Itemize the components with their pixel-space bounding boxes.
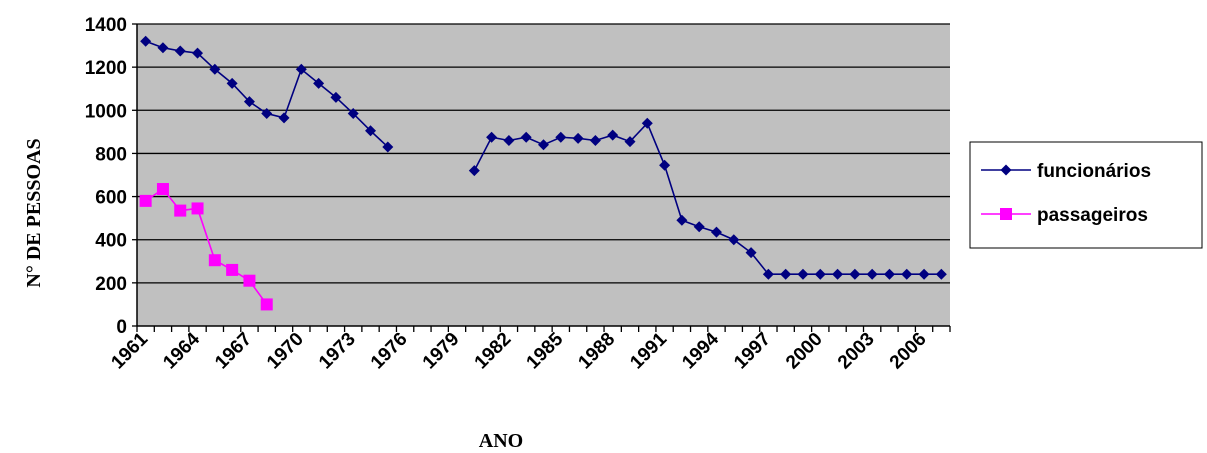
data-point xyxy=(382,141,394,153)
data-point xyxy=(607,129,619,141)
x-tick-label: 1982 xyxy=(471,329,516,374)
y-axis-title: N° DE PESSOAS xyxy=(23,138,45,287)
data-point xyxy=(866,268,878,280)
data-point xyxy=(208,254,221,267)
series-line xyxy=(473,121,942,276)
y-tick-label: 800 xyxy=(95,144,127,165)
data-point xyxy=(157,42,169,54)
data-point xyxy=(261,108,273,120)
data-point xyxy=(555,131,567,143)
data-point xyxy=(641,117,653,129)
data-point xyxy=(883,268,895,280)
data-point xyxy=(295,63,307,75)
legend-items: funcionários passageiros xyxy=(981,161,1151,226)
x-tick-label: 2006 xyxy=(886,329,931,374)
x-tick-label: 1985 xyxy=(523,328,568,373)
x-axis-title: ANO xyxy=(479,430,523,452)
x-tick-labels: 1961 1964 1967 1970 1973 1976 1979 1982 1985 1988… xyxy=(107,328,930,373)
data-point xyxy=(313,77,325,89)
data-point xyxy=(901,268,913,280)
series-layer xyxy=(139,35,947,311)
data-point xyxy=(832,268,844,280)
x-tick-label: 1976 xyxy=(367,329,412,374)
data-point xyxy=(659,159,671,171)
data-point xyxy=(762,268,774,280)
x-tick-label: 1994 xyxy=(678,328,723,373)
data-point xyxy=(745,247,757,259)
data-point xyxy=(624,136,636,148)
legend: funcionários passageiros xyxy=(969,141,1203,249)
y-tick-label: 1200 xyxy=(85,58,127,79)
data-point xyxy=(226,77,238,89)
y-tick-label: 400 xyxy=(95,231,127,252)
data-point xyxy=(589,134,601,146)
legend-label: funcionários xyxy=(1037,161,1151,182)
data-point xyxy=(849,268,861,280)
data-point xyxy=(139,194,152,207)
plot-area xyxy=(137,24,950,326)
legend-box xyxy=(969,141,1203,249)
x-tick-label: 2000 xyxy=(782,329,827,374)
data-point xyxy=(710,226,722,238)
data-point xyxy=(503,134,515,146)
y-tick-label: 600 xyxy=(95,188,127,209)
data-point xyxy=(140,35,152,47)
data-point xyxy=(347,108,359,120)
x-tick-label: 1997 xyxy=(730,329,775,374)
data-point xyxy=(278,112,290,124)
data-point xyxy=(486,131,498,143)
data-point xyxy=(156,183,169,196)
data-point xyxy=(365,125,377,137)
data-point xyxy=(520,131,532,143)
data-point xyxy=(693,221,705,233)
data-point xyxy=(260,298,273,311)
data-point xyxy=(935,268,947,280)
data-point xyxy=(209,63,221,75)
data-point xyxy=(728,234,740,246)
data-point xyxy=(797,268,809,280)
x-tick-label: 1967 xyxy=(211,329,256,374)
data-point xyxy=(538,139,549,151)
data-point xyxy=(780,268,792,280)
data-point xyxy=(191,202,204,215)
data-point xyxy=(174,45,186,57)
data-point xyxy=(192,47,204,59)
x-tick-marks xyxy=(136,326,951,332)
x-tick-label: 1979 xyxy=(419,329,464,374)
data-point xyxy=(468,165,480,177)
data-point xyxy=(243,274,256,287)
series-1 xyxy=(140,35,947,280)
x-tick-label: 1970 xyxy=(263,329,308,374)
y-tick-label: 200 xyxy=(95,274,127,295)
data-point xyxy=(676,214,688,226)
data-point xyxy=(814,268,826,280)
x-tick-label: 1961 xyxy=(107,328,152,373)
data-point xyxy=(174,204,187,217)
data-point xyxy=(226,263,239,276)
x-tick-label: 1964 xyxy=(159,328,204,373)
x-tick-label: 1991 xyxy=(626,328,671,373)
legend-marker xyxy=(1000,208,1012,220)
y-tick-labels: 0 200 400 600 800 1000 1200 1400 xyxy=(85,15,127,338)
data-point xyxy=(572,132,584,144)
legend-label: passageiros xyxy=(1037,205,1148,226)
series-2 xyxy=(139,183,273,311)
y-tick-label: 1000 xyxy=(85,101,127,122)
y-tick-label: 0 xyxy=(116,317,127,338)
data-point xyxy=(918,268,930,280)
data-point xyxy=(330,91,342,103)
x-tick-label: 1988 xyxy=(574,329,619,374)
x-tick-label: 2003 xyxy=(834,329,879,374)
x-tick-label: 1973 xyxy=(315,329,360,374)
data-point xyxy=(243,96,255,108)
y-tick-label: 1400 xyxy=(85,15,127,36)
legend-marker xyxy=(1000,164,1012,176)
gridlines xyxy=(132,23,950,327)
